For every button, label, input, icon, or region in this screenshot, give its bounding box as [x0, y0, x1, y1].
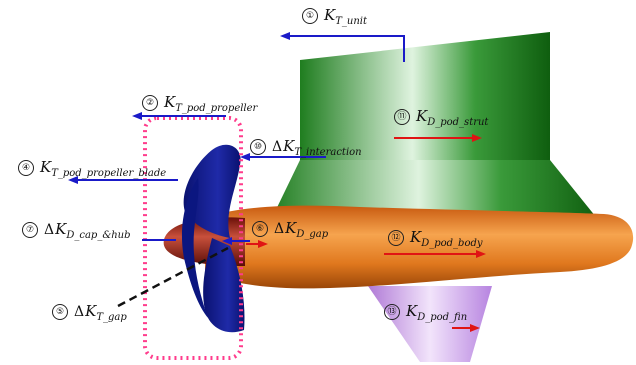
pod-strut-flare: [270, 160, 600, 222]
arrow-kt-unit-head: [280, 32, 290, 40]
propeller-blade-upper: [183, 144, 241, 238]
arrow-kd-pod-body-head: [476, 250, 486, 258]
thrust-arrows: [68, 32, 405, 245]
propeller-blade-front: [181, 178, 208, 318]
label-kd-pod-fin: ⑬ KD_pod_fin: [384, 304, 467, 323]
pod-strut: [300, 32, 550, 168]
propeller-boundary-box: [143, 116, 243, 360]
label-kt-unit: ① KT_unit: [302, 8, 367, 27]
arrow-kd-pod-fin-head: [470, 324, 480, 332]
label-kt-pod-propeller-blade: ④ KT_pod_propeller_blade: [18, 160, 166, 179]
pod-fin: [368, 286, 492, 362]
label-dkt-interaction: ⑩ ΔKT_interaction: [250, 139, 362, 158]
label-kd-pod-strut: ⑪ KD_pod_strut: [394, 109, 488, 128]
arrow-dkd-gap-head: [258, 240, 268, 248]
label-kd-pod-body: ⑫ KD_pod_body: [388, 230, 483, 249]
arrow-dkt-gap-head: [222, 237, 232, 245]
propeller-blade-lower: [203, 238, 245, 333]
drag-arrows: [246, 134, 486, 332]
arrow-kt-pod-propeller-head: [132, 112, 142, 120]
label-dkd-cap-hub: ⑦ ΔKD_cap_&hub: [22, 222, 131, 241]
arrow-kt-pod-propeller-blade-head: [68, 176, 78, 184]
pod-body: [205, 205, 634, 289]
label-kt-pod-propeller: ② KT_pod_propeller: [142, 95, 257, 114]
arrow-kd-pod-strut-head: [472, 134, 482, 142]
arrow-kt-unit: [286, 35, 405, 62]
leader-dkt-gap: [117, 246, 229, 308]
arrow-dkt-interaction-head: [240, 153, 250, 161]
label-dkd-gap: ⑥ ΔKD_gap: [252, 221, 328, 240]
label-dkt-gap: ⑤ ΔKT_gap: [52, 304, 127, 323]
